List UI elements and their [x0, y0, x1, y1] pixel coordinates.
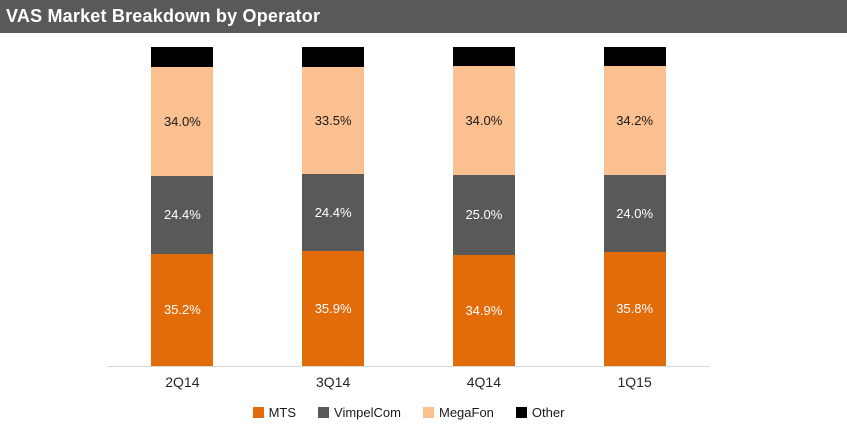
data-label-vimpelcom-4q14: 25.0%: [465, 207, 503, 223]
bar-segment-megafon: 34.2%: [603, 66, 666, 176]
x-axis-label-3q14: 3Q14: [316, 374, 351, 390]
legend-label-mts: MTS: [268, 405, 297, 420]
bar-segment-megafon: 34.0%: [151, 67, 214, 176]
bar-segment-vimpelcom: 24.4%: [302, 173, 365, 252]
bar-segment-mts: 35.8%: [603, 251, 666, 366]
data-label-vimpelcom-1q15: 24.0%: [616, 205, 654, 221]
bar-segment-vimpelcom: 25.0%: [452, 174, 515, 255]
legend-item-megafon: MegaFon: [422, 405, 494, 420]
data-label-megafon-3q14: 33.5%: [314, 112, 352, 128]
x-axis-label-1q15: 1Q15: [617, 374, 652, 390]
data-label-vimpelcom-2q14: 24.4%: [163, 207, 201, 223]
bar-segment-megafon: 33.5%: [302, 66, 365, 174]
bar-segment-mts: 34.9%: [452, 254, 515, 366]
plot-area: 34.0% 24.4% 35.2% 33.5% 24.4% 35.9% 34.0% 25.0%…: [107, 47, 710, 367]
bar-segment-mts: 35.9%: [302, 251, 365, 366]
legend-label-megafon: MegaFon: [438, 405, 494, 420]
x-axis-label-2q14: 2Q14: [165, 374, 200, 390]
legend-swatch-other: [515, 407, 527, 418]
x-axis: 2Q14 3Q14 4Q14 1Q15: [107, 374, 710, 390]
stacked-bar-2q14: 34.0% 24.4% 35.2%: [151, 47, 214, 366]
stacked-bar-1q15: 34.2% 24.0% 35.8%: [603, 47, 666, 366]
stacked-bar-4q14: 34.0% 25.0% 34.9%: [452, 47, 515, 366]
legend-label-vimpelcom: VimpelCom: [334, 405, 401, 420]
bar-segment-other: [151, 47, 214, 68]
legend-swatch-vimpelcom: [318, 407, 330, 418]
bar-segment-other: [302, 47, 365, 67]
data-label-megafon-2q14: 34.0%: [163, 114, 201, 130]
data-label-megafon-1q15: 34.2%: [616, 113, 654, 129]
x-axis-label-4q14: 4Q14: [466, 374, 501, 390]
chart-title: VAS Market Breakdown by Operator: [6, 6, 321, 26]
bar-slot-3q14: 33.5% 24.4% 35.9%: [258, 47, 409, 366]
stacked-bar-3q14: 33.5% 24.4% 35.9%: [302, 47, 365, 366]
data-label-mts-2q14: 35.2%: [163, 302, 201, 318]
data-label-mts-1q15: 35.8%: [616, 301, 654, 317]
legend-swatch-mts: [252, 407, 264, 418]
bar-slot-1q15: 34.2% 24.0% 35.8%: [559, 47, 710, 366]
bar-segment-vimpelcom: 24.0%: [603, 175, 666, 252]
bar-segment-mts: 35.2%: [151, 253, 214, 366]
bar-segment-other: [603, 47, 666, 67]
legend-item-other: Other: [515, 405, 565, 420]
legend-item-mts: MTS: [252, 405, 297, 420]
data-label-mts-3q14: 35.9%: [314, 301, 352, 317]
data-label-vimpelcom-3q14: 24.4%: [314, 205, 352, 221]
legend: MTS VimpelCom MegaFon Other: [107, 405, 710, 420]
chart-title-bar: VAS Market Breakdown by Operator: [0, 0, 847, 33]
bar-slot-2q14: 34.0% 24.4% 35.2%: [107, 47, 258, 366]
bar-segment-other: [452, 47, 515, 67]
bar-slot-4q14: 34.0% 25.0% 34.9%: [409, 47, 560, 366]
legend-item-vimpelcom: VimpelCom: [318, 405, 401, 420]
data-label-megafon-4q14: 34.0%: [465, 113, 503, 129]
bar-segment-megafon: 34.0%: [452, 66, 515, 175]
bar-segment-vimpelcom: 24.4%: [151, 175, 214, 254]
data-label-mts-4q14: 34.9%: [465, 302, 503, 318]
legend-label-other: Other: [531, 405, 565, 420]
legend-swatch-megafon: [422, 407, 434, 418]
